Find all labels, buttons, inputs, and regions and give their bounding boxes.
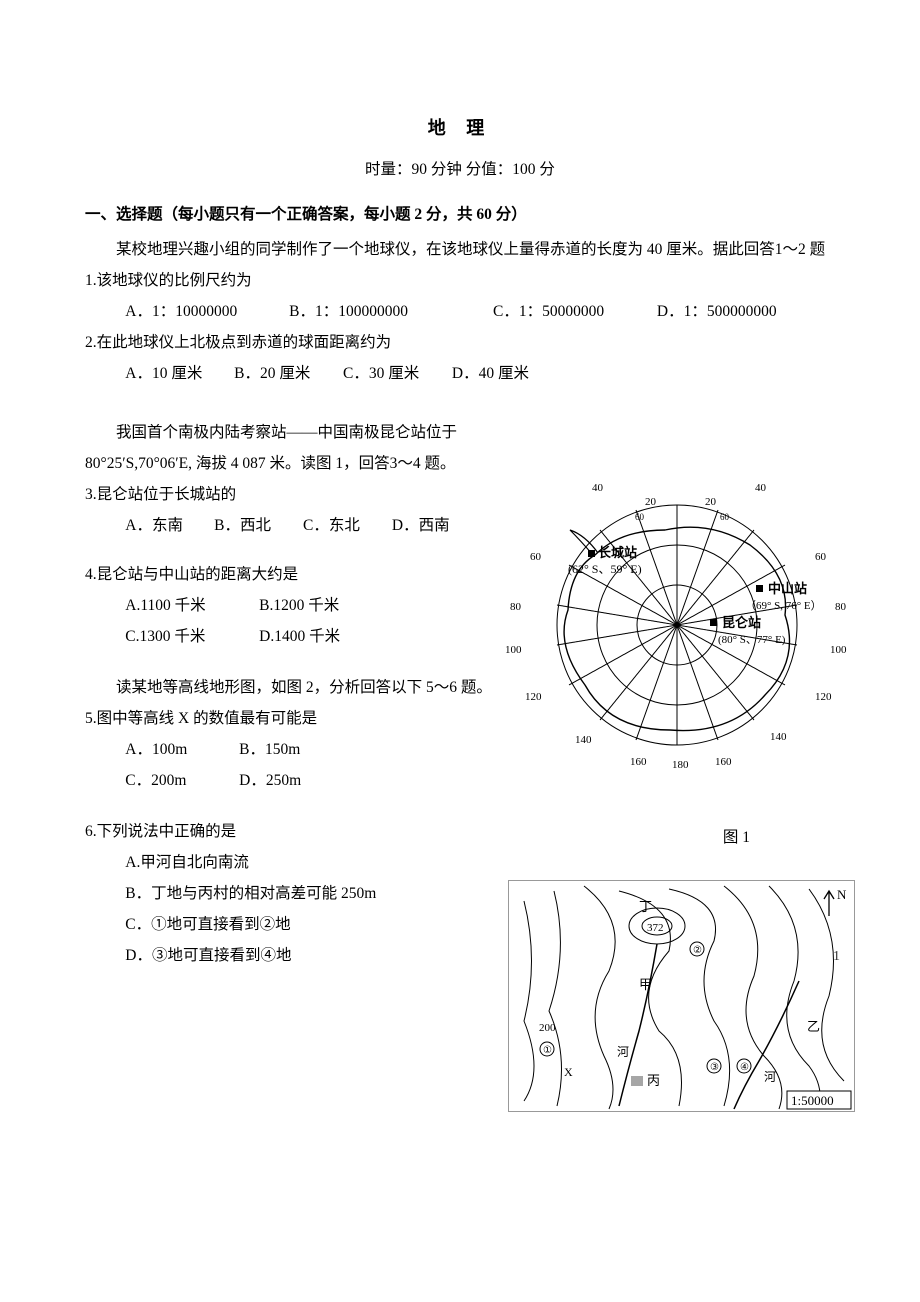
fig2-one: ① <box>543 1045 552 1056</box>
zhongshan-label: 中山站 <box>768 581 807 596</box>
q5-opt-a: A．100m <box>125 734 235 765</box>
figure-1-svg: 40 20 20 40 60 60 60 60 80 80 100 100 12… <box>500 475 855 775</box>
q2-options: A．10 厘米 B．20 厘米 C．30 厘米 D．40 厘米 <box>85 358 835 389</box>
fig2-ding: 丁 <box>639 899 652 914</box>
fig1-lon-80r: 80 <box>835 601 847 613</box>
q3-opt-b: B．西北 <box>214 510 299 541</box>
q1-opt-d: D．1：500000000 <box>657 296 777 327</box>
q5-opt-b: B．150m <box>239 734 300 765</box>
fig1-lon-160r: 160 <box>715 756 732 768</box>
changcheng-marker <box>588 550 595 557</box>
fig1-lon-80l: 80 <box>510 601 522 613</box>
fig1-lon-120r: 120 <box>815 691 832 703</box>
q6-opt-a: A.甲河自北向南流 <box>125 847 249 878</box>
page-title: 地 理 <box>85 110 835 146</box>
q2-opt-a: A．10 厘米 <box>125 358 230 389</box>
q1-options: A．1：10000000 B．1：100000000 C．1：50000000 … <box>85 296 835 327</box>
kunlun-coord: (80° S、77° E) <box>718 634 786 646</box>
bing-marker <box>631 1076 643 1086</box>
fig1-lon-120l: 120 <box>525 691 542 703</box>
fig1-lon-60r: 60 <box>815 551 827 563</box>
zhongshan-marker <box>756 585 763 592</box>
fig1-lon-140l: 140 <box>575 734 592 746</box>
page-number: 1 <box>833 943 840 971</box>
changcheng-coord: (62° S、59° E) <box>568 562 642 576</box>
fig1-lon-100r: 100 <box>830 644 847 656</box>
intro-q3-4-a: 我国首个南极内陆考察站——中国南极昆仑站位于 <box>85 417 475 448</box>
q4-opt-a: A.1100 千米 <box>125 590 255 621</box>
fig1-lon-100l: 100 <box>505 644 522 656</box>
q2-opt-c: C．30 厘米 <box>343 358 448 389</box>
fig2-yi: 乙 <box>807 1019 820 1034</box>
intro-q3-4-b: 80°25′S,70°06′E, 海拔 4 087 米。读图 1，回答3～4 题… <box>85 448 495 479</box>
fig2-X: X <box>564 1065 573 1079</box>
fig2-three: ③ <box>710 1062 719 1073</box>
fig2-jia: 甲 <box>639 977 652 992</box>
fig1-lon-180: 180 <box>672 759 689 771</box>
changcheng-label: 长城站 <box>598 545 637 560</box>
q3-opt-d: D．西南 <box>392 510 450 541</box>
fig2-peak: 372 <box>647 922 664 934</box>
q2-stem: 2.在此地球仪上北极点到赤道的球面距离约为 <box>85 327 835 358</box>
fig1-lat-60l: 60 <box>635 512 645 522</box>
q1-opt-c: C．1：50000000 <box>493 296 653 327</box>
fig1-lon-40l: 40 <box>592 482 604 494</box>
kunlun-label: 昆仑站 <box>722 615 761 630</box>
north-arrow-icon: N <box>824 887 847 916</box>
figure-2-svg: N 丁 372 ② 甲 200 ① X 丙 河 河 乙 ③ ④ 1:50000 <box>509 881 854 1111</box>
q5-opt-d: D．250m <box>239 765 301 796</box>
q4-opt-c: C.1300 千米 <box>125 621 255 652</box>
zhongshan-coord: （69° S, 76° E） <box>745 599 822 612</box>
q4-opt-b: B.1200 千米 <box>259 590 339 621</box>
fig1-lon-40r: 40 <box>755 482 767 494</box>
q5-opt-c: C．200m <box>125 765 235 796</box>
fig1-lon-20l: 20 <box>645 496 657 508</box>
fig1-lat-60r: 60 <box>720 512 730 522</box>
north-label: N <box>837 887 847 902</box>
fig1-lon-140r: 140 <box>770 731 787 743</box>
fig1-lon-20r: 20 <box>705 496 717 508</box>
intro-q5-6: 读某地等高线地形图，如图 2，分析回答以下 5～6 题。 <box>85 672 505 703</box>
fig2-200: 200 <box>539 1022 556 1034</box>
q6-opt-d: D．③地可直接看到④地 <box>125 940 291 971</box>
fig2-two: ② <box>693 945 702 956</box>
q3-opt-a: A．东南 <box>125 510 210 541</box>
fig2-bing: 丙 <box>647 1073 660 1088</box>
q6-opt-b: B．丁地与丙村的相对高差可能 250m <box>125 878 376 909</box>
fig1-lon-60l: 60 <box>530 551 542 563</box>
q1-opt-a: A．1：10000000 <box>125 296 285 327</box>
fig2-four: ④ <box>740 1062 749 1073</box>
fig2-river2: 河 <box>764 1070 776 1084</box>
q2-opt-d: D．40 厘米 <box>452 358 529 389</box>
q2-opt-b: B．20 厘米 <box>234 358 339 389</box>
intro-q1-2: 某校地理兴趣小组的同学制作了一个地球仪，在该地球仪上量得赤道的长度为 40 厘米… <box>85 234 835 265</box>
q6-opt-c: C．①地可直接看到②地 <box>125 909 290 940</box>
figure-1: 40 20 20 40 60 60 60 60 80 80 100 100 12… <box>500 475 855 775</box>
q1-opt-b: B．1：100000000 <box>289 296 489 327</box>
q4-opt-d: D.1400 千米 <box>259 621 340 652</box>
figure-1-caption: 图 1 <box>723 822 750 853</box>
q3-opt-c: C．东北 <box>303 510 388 541</box>
kunlun-marker <box>710 619 717 626</box>
section-1-head: 一、选择题（每小题只有一个正确答案，每小题 2 分，共 60 分） <box>85 199 835 230</box>
exam-subtitle: 时量：90 分钟 分值：100 分 <box>85 154 835 185</box>
fig2-river1: 河 <box>617 1045 629 1059</box>
figure-2: N 丁 372 ② 甲 200 ① X 丙 河 河 乙 ③ ④ 1:50000 <box>508 880 855 1112</box>
q1-stem: 1.该地球仪的比例尺约为 <box>85 265 835 296</box>
fig1-lon-160l: 160 <box>630 756 647 768</box>
fig2-scale: 1:50000 <box>791 1093 834 1108</box>
